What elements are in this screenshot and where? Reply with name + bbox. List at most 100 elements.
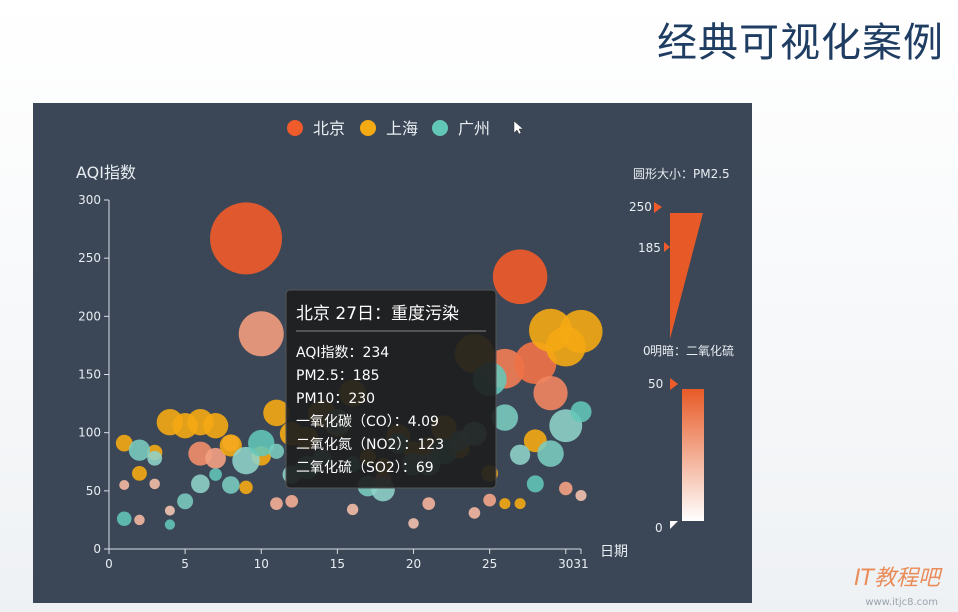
size-legend-min-handle[interactable] — [664, 242, 670, 252]
bubble-beijing[interactable] — [468, 507, 481, 519]
y-axis-title: AQI指数 — [76, 163, 136, 182]
bubble-beijing[interactable] — [149, 478, 160, 490]
size-legend-min-label: 185 — [638, 241, 661, 255]
bubble-guangzhou[interactable] — [268, 443, 285, 459]
bubble-beijing[interactable] — [119, 480, 130, 491]
bubble-guangzhou[interactable] — [222, 476, 240, 494]
color-legend-min-label: 0 — [655, 521, 663, 535]
bubble-shanghai[interactable] — [239, 480, 253, 495]
watermark-url: www.itjc8.com — [865, 597, 938, 608]
tooltip-line-pm10: PM10：230 — [296, 391, 375, 407]
x-tick-label: 5 — [181, 557, 189, 571]
bubble-guangzhou[interactable] — [164, 519, 176, 530]
x-tick-label: 10 — [254, 557, 269, 571]
legend-item-shanghai[interactable]: 上海 — [360, 119, 418, 138]
color-legend-title: 明暗：二氧化硫 — [650, 343, 734, 358]
bubble-guangzhou[interactable] — [191, 474, 210, 494]
tooltip-line-so2: 二氧化硫（SO2）：69 — [296, 460, 434, 476]
y-tick-label: 300 — [78, 193, 101, 207]
size-legend-max-label: 250 — [629, 200, 652, 214]
bubble-shanghai[interactable] — [499, 498, 511, 510]
x-tick-label: 20 — [406, 557, 421, 571]
y-tick-label: 250 — [78, 251, 101, 265]
bubble-shanghai[interactable] — [514, 498, 526, 510]
bubble-beijing[interactable] — [533, 375, 568, 411]
tooltip-line-no2: 二氧化氮（NO2）：123 — [296, 437, 444, 453]
legend-label-beijing: 北京 — [313, 119, 345, 138]
bubble-shanghai[interactable] — [202, 413, 229, 439]
x-tick-label: 30 — [558, 557, 573, 571]
mouse-cursor-icon — [513, 120, 524, 135]
bubble-shanghai[interactable] — [115, 434, 133, 452]
size-legend-title: 圆形大小：PM2.5 — [633, 167, 730, 181]
size-visual-map[interactable]: 圆形大小：PM2.5 250 185 — [629, 167, 730, 339]
bubble-beijing[interactable] — [492, 249, 548, 305]
bubble-beijing[interactable] — [575, 489, 587, 502]
y-tick-label: 50 — [86, 484, 101, 498]
bubble-beijing[interactable] — [205, 447, 226, 469]
bubble-shanghai[interactable] — [132, 465, 147, 481]
bubble-beijing[interactable] — [164, 505, 175, 516]
bubble-shanghai[interactable] — [559, 309, 603, 354]
size-legend-wedge — [670, 213, 703, 339]
y-tick-label: 150 — [78, 368, 101, 382]
x-axis-ticks: 0 5 10 15 20 25 30 31 — [105, 549, 589, 571]
bubble-guangzhou[interactable] — [509, 444, 531, 465]
legend-item-guangzhou[interactable]: 广州 — [432, 119, 490, 138]
y-tick-label: 0 — [93, 542, 101, 556]
color-legend-gradient-bar — [682, 389, 704, 521]
bubble-guangzhou[interactable] — [526, 475, 544, 493]
bubble-beijing[interactable] — [483, 493, 496, 507]
bubble-beijing[interactable] — [422, 497, 436, 510]
legend-marker-beijing — [287, 120, 303, 136]
bubble-guangzhou[interactable] — [147, 450, 163, 466]
size-legend-max-handle[interactable] — [654, 202, 662, 213]
tooltip-line-pm25: PM2.5：185 — [296, 368, 380, 384]
bubble-guangzhou[interactable] — [248, 429, 275, 457]
watermark-logo: IT教程吧 — [854, 566, 940, 591]
bubble-guangzhou[interactable] — [537, 440, 564, 467]
bubble-guangzhou[interactable] — [491, 404, 519, 431]
color-visual-map[interactable]: 0 明暗：二氧化硫 50 0 — [643, 343, 734, 535]
bubble-guangzhou[interactable] — [128, 439, 151, 461]
bubble-beijing[interactable] — [210, 202, 283, 275]
color-legend-max-label: 50 — [648, 377, 663, 391]
bubble-beijing[interactable] — [270, 497, 283, 510]
tooltip-line-co: 一氧化碳（CO）：4.09 — [296, 414, 439, 430]
bubble-guangzhou[interactable] — [570, 401, 592, 423]
legend-label-shanghai: 上海 — [386, 119, 418, 138]
x-tick-label: 31 — [573, 557, 588, 571]
bubble-beijing[interactable] — [559, 481, 573, 496]
x-axis-title: 日期 — [600, 544, 628, 560]
bubble-guangzhou[interactable] — [177, 493, 194, 510]
bubble-beijing[interactable] — [408, 518, 419, 529]
color-legend-max-handle[interactable] — [670, 378, 678, 390]
bubble-beijing[interactable] — [346, 503, 359, 516]
bubble-guangzhou[interactable] — [232, 446, 260, 475]
bubble-beijing[interactable] — [134, 514, 145, 526]
color-legend-min-handle[interactable] — [670, 521, 678, 529]
legend-item-beijing[interactable]: 北京 — [287, 119, 345, 138]
x-tick-label: 0 — [105, 557, 113, 571]
legend-marker-guangzhou — [432, 120, 448, 136]
y-axis-ticks: 0 50 100 150 200 250 300 — [78, 193, 109, 556]
slide-title: 经典可视化案例 — [657, 20, 944, 66]
tooltip: 北京 27日：重度污染 AQI指数：234 PM2.5：185 PM10：230… — [285, 289, 497, 489]
color-legend-start-label: 0 — [643, 344, 651, 358]
legend[interactable]: 北京 上海 广州 — [287, 119, 490, 138]
bubble-shanghai[interactable] — [263, 399, 290, 427]
bubble-guangzhou[interactable] — [209, 468, 222, 481]
x-tick-label: 25 — [482, 557, 497, 571]
y-tick-label: 100 — [78, 426, 101, 440]
bubble-beijing[interactable] — [238, 311, 284, 357]
tooltip-box — [285, 289, 497, 489]
bubble-beijing[interactable] — [514, 341, 557, 385]
bubble-guangzhou[interactable] — [116, 511, 132, 527]
bubble-beijing[interactable] — [285, 494, 299, 508]
tooltip-line-aqi: AQI指数：234 — [296, 345, 389, 361]
x-tick-label: 15 — [330, 557, 345, 571]
legend-label-guangzhou: 广州 — [458, 119, 490, 138]
tooltip-title: 北京 27日：重度污染 — [296, 304, 459, 324]
y-tick-label: 200 — [78, 309, 101, 323]
